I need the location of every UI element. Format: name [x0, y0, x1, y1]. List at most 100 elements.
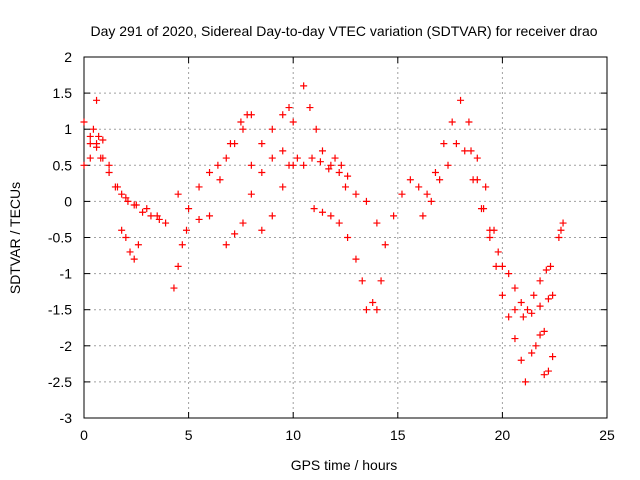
data-point [239, 219, 247, 227]
data-point [457, 96, 465, 104]
data-point [528, 309, 536, 317]
marker-layer [80, 82, 567, 386]
data-point [532, 342, 540, 350]
data-point [352, 255, 360, 263]
y-tick-label: 2 [64, 49, 72, 65]
data-point [95, 132, 103, 140]
series-track-i [247, 104, 297, 169]
data-point [93, 140, 101, 148]
data-point [555, 234, 563, 241]
data-point [222, 154, 230, 162]
data-point [216, 176, 224, 184]
series-track-r [467, 147, 529, 386]
data-point [214, 161, 222, 169]
data-point [482, 183, 490, 191]
data-point [461, 147, 469, 155]
series-track-c [86, 96, 105, 162]
data-point [268, 125, 276, 133]
data-point [536, 331, 544, 339]
data-point [362, 197, 370, 205]
data-point [147, 212, 155, 220]
data-point [536, 277, 544, 285]
data-point [406, 176, 414, 184]
series-track-l [300, 154, 345, 173]
x-tick-label: 5 [185, 427, 193, 443]
data-point [130, 255, 138, 263]
data-point [557, 226, 565, 234]
data-point [80, 118, 88, 126]
data-point [373, 306, 381, 314]
series-track-m [310, 205, 370, 314]
data-point [467, 147, 475, 155]
data-point [498, 262, 506, 270]
data-point [549, 291, 557, 299]
data-point [327, 212, 335, 220]
series-track-d [118, 226, 142, 263]
series-track-b [80, 136, 163, 223]
data-point [93, 96, 101, 104]
data-point [498, 291, 506, 299]
data-point [310, 205, 318, 213]
data-point [113, 183, 121, 191]
y-tick-label: -2.5 [48, 374, 72, 390]
data-point [352, 190, 360, 198]
data-point [335, 219, 343, 227]
data-point [97, 154, 105, 162]
data-point [327, 161, 335, 169]
data-point [306, 104, 314, 112]
y-tick-label: -3 [60, 410, 73, 426]
data-point [536, 302, 544, 310]
data-point [362, 306, 370, 314]
data-point [231, 230, 239, 238]
data-point [118, 190, 126, 198]
data-point [398, 190, 406, 198]
series-track-j [258, 154, 301, 234]
data-point [155, 215, 163, 223]
data-point [122, 194, 130, 202]
data-point [444, 161, 452, 169]
data-point [373, 219, 381, 227]
data-point [268, 212, 276, 220]
data-point [195, 183, 203, 191]
data-point [540, 371, 548, 379]
data-point [427, 197, 435, 205]
data-point [344, 234, 352, 241]
data-point [342, 183, 349, 191]
data-point [480, 205, 488, 213]
data-point [206, 212, 214, 220]
data-point [124, 197, 132, 205]
y-axis-label: SDTVAR / TECUs [7, 182, 23, 294]
data-point [318, 208, 326, 216]
data-point [486, 226, 494, 234]
series-track-h [222, 147, 293, 249]
data-point [331, 154, 339, 162]
data-point [318, 147, 326, 155]
data-point [419, 212, 427, 220]
data-point [279, 147, 287, 155]
x-tick-label: 25 [599, 427, 615, 443]
data-point [105, 169, 113, 177]
series-track-o [369, 277, 385, 314]
data-point [293, 154, 301, 162]
data-point [559, 219, 567, 227]
data-point [544, 367, 552, 375]
x-tick-label: 20 [495, 427, 511, 443]
data-point [511, 284, 519, 292]
data-point [139, 208, 147, 216]
series-track-g [195, 111, 255, 191]
data-point [247, 190, 255, 198]
data-point [143, 205, 151, 213]
series-track-f [174, 111, 251, 223]
data-point [206, 169, 214, 177]
data-point [511, 306, 519, 314]
data-point [285, 104, 293, 112]
data-point [440, 140, 448, 148]
data-point [519, 313, 527, 321]
data-point [473, 176, 481, 184]
y-tick-label: -1.5 [48, 302, 72, 318]
data-point [239, 125, 247, 133]
data-point [258, 140, 266, 148]
data-point [549, 353, 557, 361]
series-track-t [511, 291, 557, 321]
series-track-k [300, 82, 352, 180]
